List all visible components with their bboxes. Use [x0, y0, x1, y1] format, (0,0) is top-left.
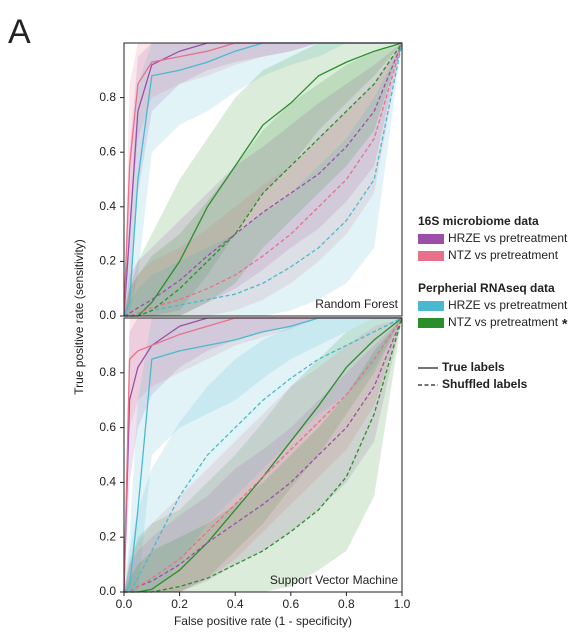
legend-swatch [418, 251, 444, 261]
legend-label: NTZ vs pretreatment [448, 315, 559, 329]
x-axis-label: False positive rate (1 - specificity) [174, 614, 352, 628]
confidence-band [124, 318, 402, 592]
plot-frame [123, 317, 403, 593]
x-tick-label: 0.2 [171, 597, 188, 611]
y-tick-label: 0.6 [99, 144, 116, 158]
y-tick-label: 0.6 [99, 420, 116, 434]
panel-title: Support Vector Machine [270, 573, 398, 587]
y-tick-label: 0.0 [99, 308, 116, 322]
x-tick-label: 0.4 [227, 597, 244, 611]
x-tick-label: 0.8 [338, 597, 355, 611]
y-tick-label: 0.2 [99, 254, 116, 268]
legend-swatch [418, 318, 444, 328]
confidence-band [124, 43, 402, 316]
legend-label: HRZE vs pretreatment [448, 231, 568, 245]
y-tick-label: 0.4 [99, 475, 116, 489]
plot-frame [123, 42, 403, 317]
roc-line [124, 42, 403, 317]
legend-label: NTZ vs pretreatment [448, 248, 559, 262]
y-axis-label: True positive rate (sensitivity) [72, 239, 86, 395]
y-tick-label: 0.8 [99, 90, 116, 104]
legend-swatch [418, 234, 444, 244]
y-tick-label: 0.8 [99, 365, 116, 379]
confidence-band [124, 43, 402, 316]
x-tick-label: 0.0 [116, 597, 133, 611]
confidence-band [124, 43, 402, 316]
roc-line [123, 42, 403, 317]
legend-group-title: Perpherial RNAseq data [418, 281, 555, 295]
legend-group-title: 16S microbiome data [418, 214, 539, 228]
x-tick-label: 0.6 [282, 597, 299, 611]
roc-line [124, 317, 403, 593]
panel-title: Random Forest [315, 297, 398, 311]
confidence-band [124, 43, 402, 316]
y-tick-label: 0.4 [99, 199, 116, 213]
legend-label: Shuffled labels [442, 377, 528, 391]
x-tick-label: 1.0 [394, 597, 411, 611]
confidence-band [124, 43, 402, 316]
confidence-band [124, 43, 402, 316]
confidence-band [124, 318, 402, 592]
legend-label: HRZE vs pretreatment [448, 298, 568, 312]
roc-line [124, 317, 403, 593]
y-tick-label: 0.0 [99, 584, 116, 598]
confidence-band [124, 43, 402, 316]
legend-label: True labels [442, 360, 505, 374]
confidence-band [124, 43, 402, 316]
legend-note: * [562, 316, 568, 332]
panel-label: A [8, 13, 31, 51]
legend-swatch [418, 301, 444, 311]
y-tick-label: 0.2 [99, 529, 116, 543]
